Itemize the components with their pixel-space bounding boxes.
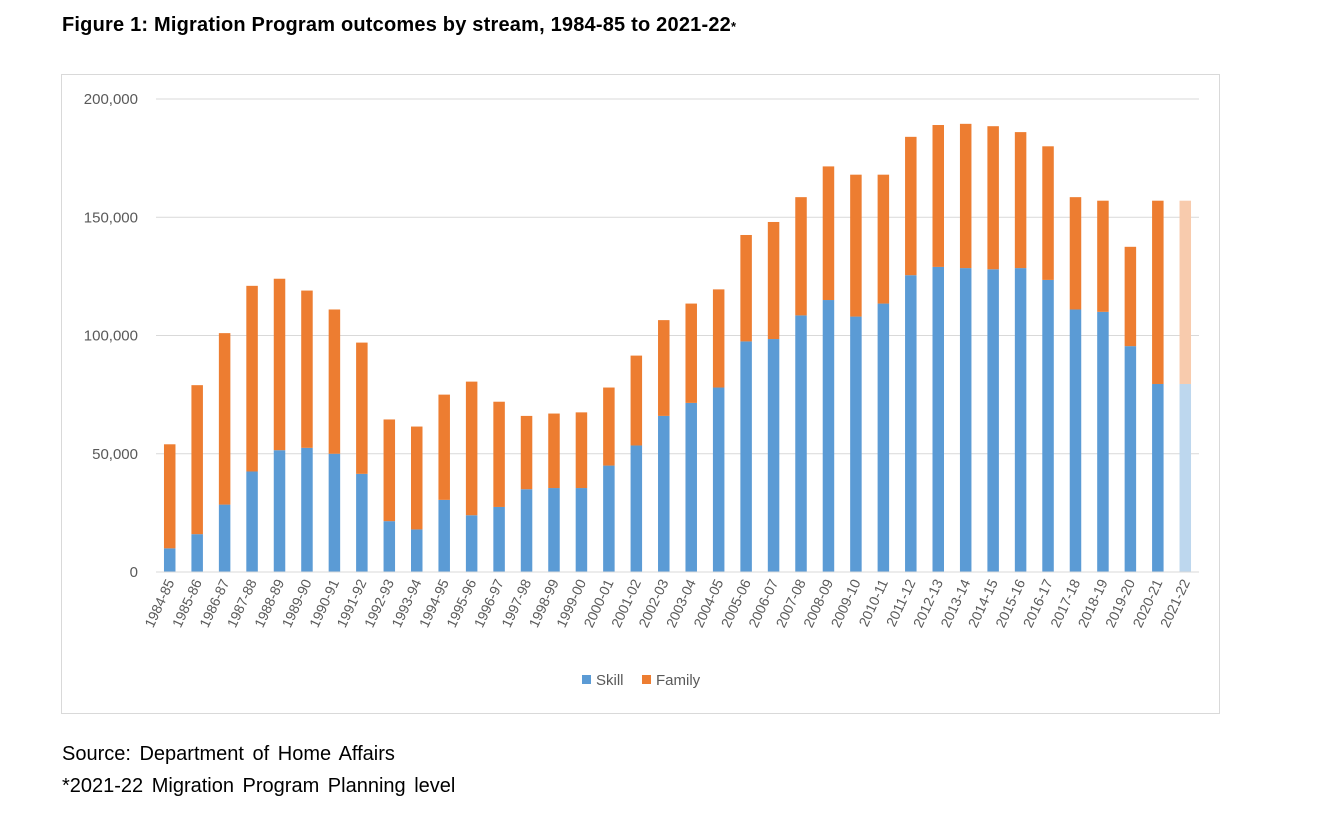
bar-skill [685,402,697,572]
bar-family [795,197,807,316]
figure-notes: Source: Department of Home Affairs *2021… [62,738,455,802]
bar-skill [658,415,670,572]
bar-skill [740,341,752,572]
bar-family [932,125,944,267]
source-note: Source: Department of Home Affairs [62,743,395,765]
bar-family [987,126,999,270]
y-tick-label: 150,000 [84,209,138,226]
bar-skill [246,471,258,572]
bar-skill [1097,311,1109,572]
bar-skill [932,266,944,572]
bar-skill [767,339,780,572]
bar-skill [438,499,450,572]
bar-family [383,419,396,522]
bar-family [850,174,862,317]
bar-skill [191,534,203,572]
bar-skill [301,447,313,572]
bar-family [163,444,176,549]
bar-family [1152,200,1164,384]
bar-family [328,309,341,454]
bar-skill [712,387,725,572]
bar-family [301,290,313,448]
bar-family [273,278,286,451]
bar-family [1179,200,1192,384]
legend-swatch-skill [582,675,591,684]
bar-family [630,355,643,446]
bar-family [575,412,588,489]
bar-family [1097,200,1109,312]
bar-family [959,123,972,269]
bar-skill [1014,268,1027,572]
stacked-bar-chart: 050,000100,000150,000200,0001984-851985-… [84,91,1199,689]
bar-skill [1069,309,1082,572]
bar-skill [1179,383,1192,572]
bar-family [411,426,423,530]
bar-skill [328,453,341,572]
bar-skill [493,506,505,572]
bar-family [822,166,835,301]
bar-family [1069,197,1082,310]
bar-family [603,387,615,466]
bar-family [548,413,560,489]
bar-skill [603,465,615,572]
bar-family [905,136,917,276]
chart-area: 0 50,000 100,000 150,000 200,000 1984-85 1985-… [61,74,1220,714]
bar-skill [1124,346,1137,572]
bar-skill [273,450,286,572]
bar-family [1014,132,1027,269]
legend-swatch-family [642,675,651,684]
y-tick-label: 200,000 [84,91,138,108]
bar-skill [520,489,533,572]
bar-skill [383,521,396,572]
bar-family [712,289,725,388]
bar-family [1042,146,1054,280]
bar-skill [959,268,972,572]
y-tick-label: 0 [130,564,138,581]
bar-skill [575,488,588,572]
bar-skill [905,275,917,572]
bar-family [520,415,533,490]
bar-skill [163,548,176,572]
legend-label-skill: Skill [596,672,624,689]
bar-family [246,285,258,472]
bar-skill [987,269,999,572]
y-tick-label: 100,000 [84,328,138,345]
bar-family [438,394,450,500]
figure-title: Figure 1: Migration Program outcomes by … [62,14,736,37]
bar-family [1124,246,1137,347]
bar-family [740,234,752,342]
figure-title-marker: * [730,19,737,34]
bar-family [767,221,780,340]
bar-skill [877,303,890,572]
bar-family [493,401,505,507]
bar-skill [465,515,478,572]
bar-skill [850,316,862,572]
bar-skill [1152,383,1164,572]
bar-skill [356,473,368,572]
bar-skill [548,488,560,572]
footnote: *2021-22 Migration Program Planning leve… [62,775,456,797]
bar-family [685,303,697,403]
bar-family [218,333,231,505]
bar-skill [795,315,807,572]
bar-skill [822,300,835,572]
y-tick-label: 50,000 [92,446,138,463]
bar-family [465,381,478,516]
figure-title-text: Figure 1: Migration Program outcomes by … [62,14,731,36]
bar-skill [218,504,231,572]
bar-skill [411,529,423,572]
bar-family [356,342,368,474]
bar-family [877,174,890,304]
bar-family [191,385,203,535]
legend-label-family: Family [656,672,701,689]
bar-family [658,320,670,416]
bar-skill [630,445,643,572]
bar-skill [1042,279,1054,572]
